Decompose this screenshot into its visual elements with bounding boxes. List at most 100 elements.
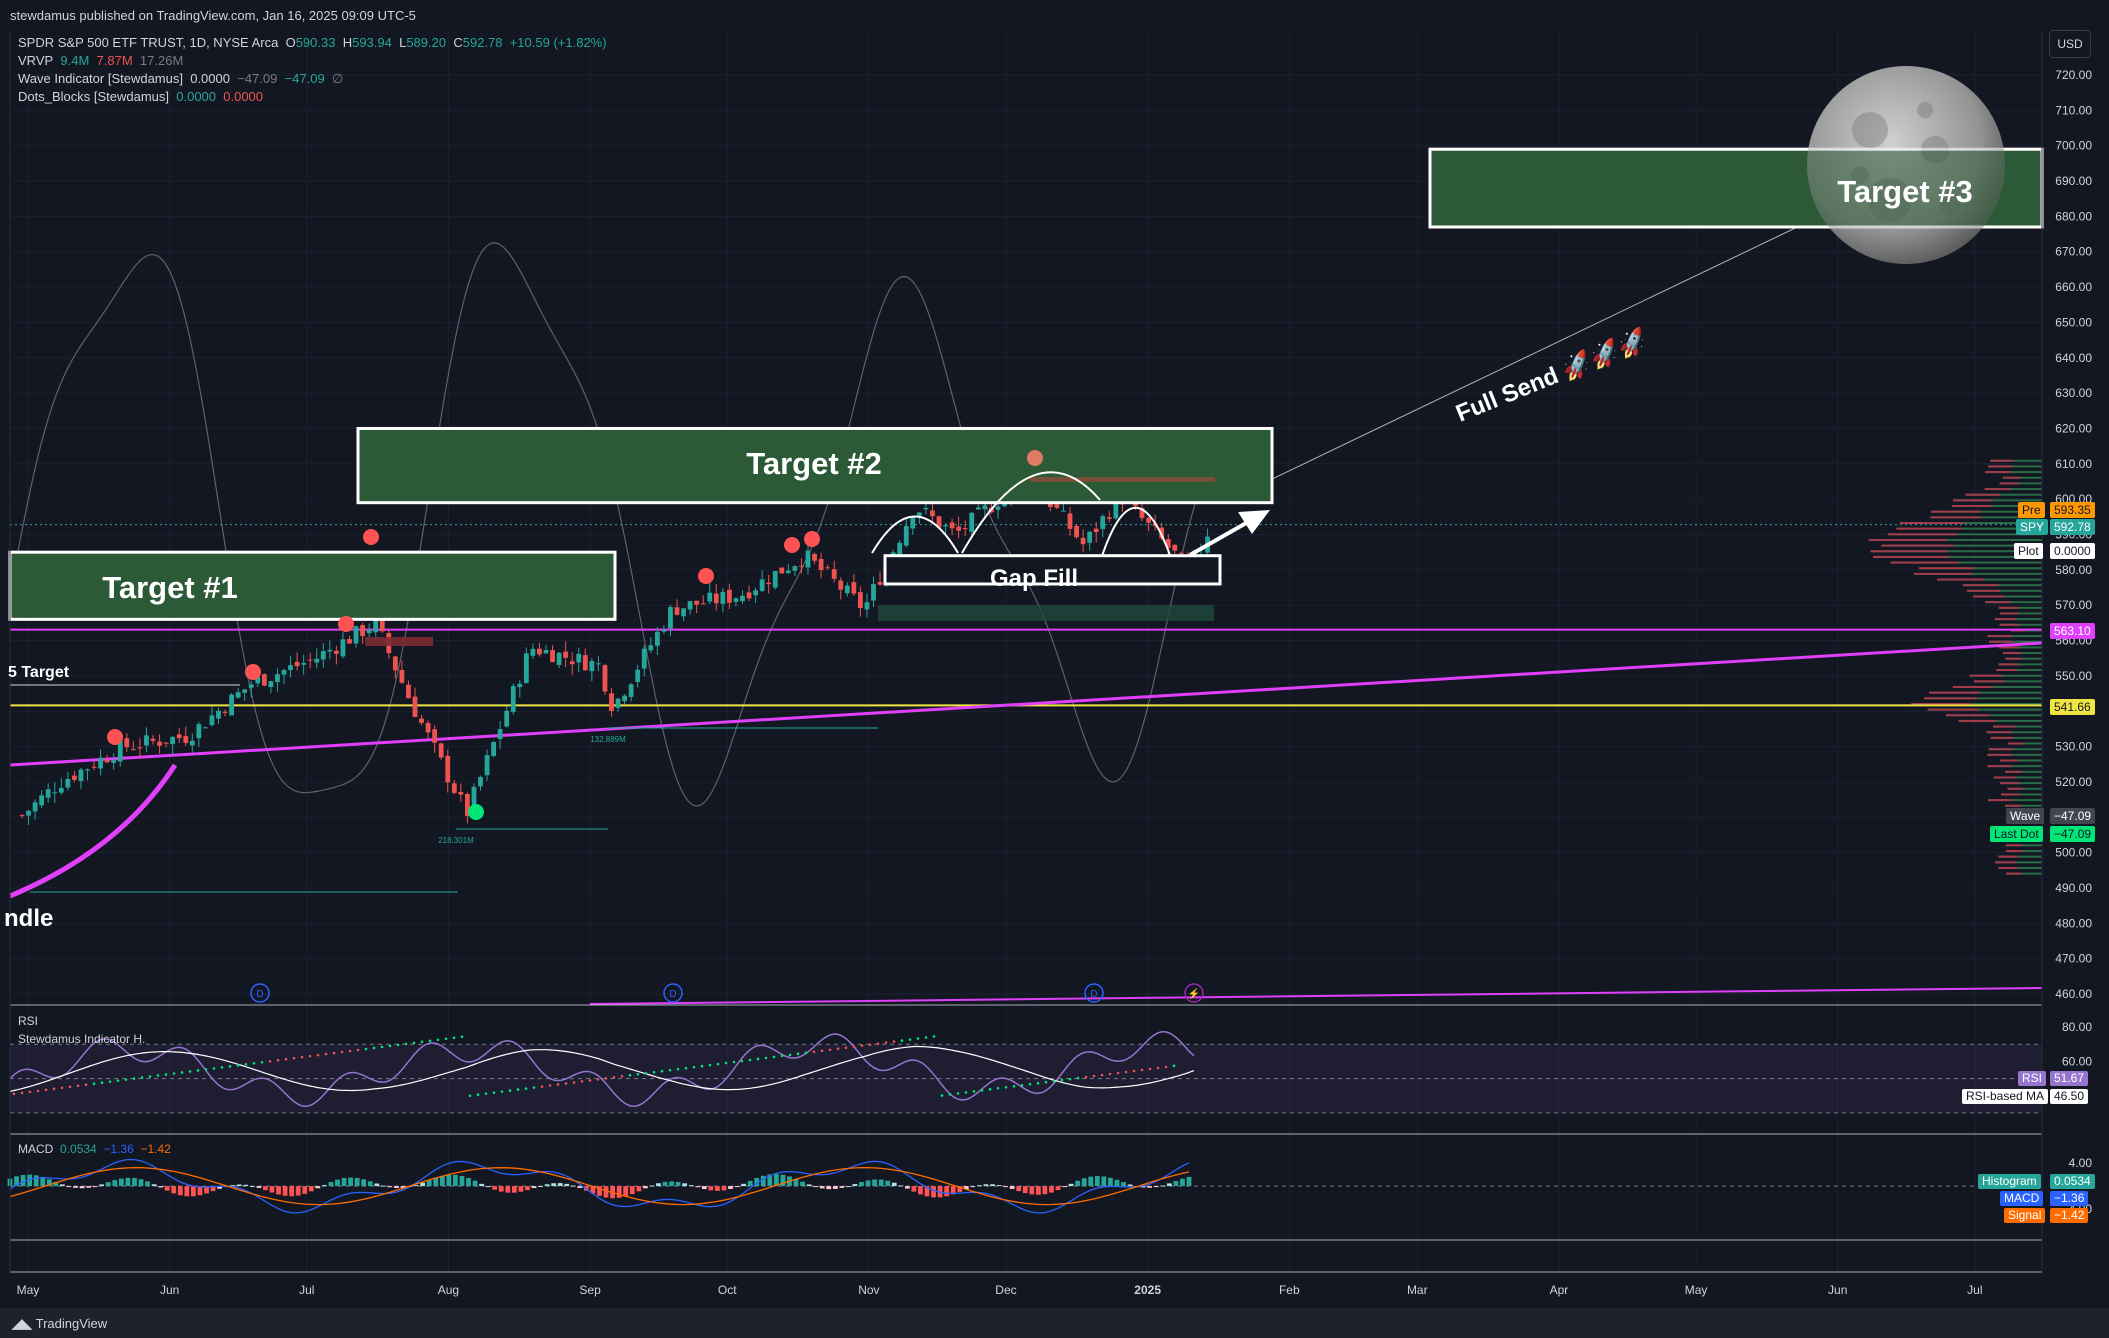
stewdamus-dot <box>372 1046 376 1050</box>
stewdamus-dot <box>316 1053 320 1057</box>
volume-profile-bar-down <box>1945 714 1990 717</box>
y-tick-label: 550.00 <box>2055 669 2092 683</box>
candle-body <box>419 718 424 723</box>
legend-vrvp-row[interactable]: VRVP 9.4M 7.87M 17.26M <box>18 53 184 68</box>
macd-histogram-bar <box>151 1184 157 1187</box>
stewdamus-dot <box>124 1078 128 1081</box>
candle-body <box>779 567 785 574</box>
volume-profile-bar-up <box>1989 640 2042 643</box>
macd-histogram-bar <box>27 1174 33 1187</box>
stewdamus-dot <box>644 1071 648 1075</box>
high-value: 593.94 <box>352 35 392 50</box>
y-tick-label: 640.00 <box>2055 351 2092 365</box>
rsi-subtitle[interactable]: Stewdamus Indicator H. <box>18 1032 146 1046</box>
macd-histogram-bar <box>1173 1180 1179 1187</box>
volume-profile-bar-up <box>2005 872 2042 875</box>
stewdamus-dot <box>820 1049 824 1053</box>
candle-body <box>189 740 195 746</box>
volume-profile-bar-up <box>1962 584 2042 587</box>
volume-profile-bar-down <box>1993 776 2016 779</box>
macd-histogram-bar <box>832 1186 838 1189</box>
macd-histogram-bar <box>459 1175 465 1187</box>
volume-profile-bar-up <box>1937 578 2042 581</box>
stewdamus-dot <box>84 1083 88 1087</box>
volume-profile-bar-down <box>1937 578 1985 581</box>
parabolic-curve <box>9 763 178 899</box>
macd-title[interactable]: MACD 0.0534 −1.36 −1.42 <box>18 1142 171 1156</box>
macd-histogram-bar <box>577 1186 583 1188</box>
macd-histogram-bar <box>1035 1186 1041 1195</box>
volume-profile-bar-down <box>1996 669 2017 672</box>
y-tick-label: 480.00 <box>2055 916 2092 930</box>
stewdamus-dot <box>380 1045 384 1049</box>
stewdamus-dot <box>756 1057 760 1061</box>
volume-profile-bar-down <box>1919 567 1975 570</box>
macd-histogram-bar <box>1114 1179 1120 1187</box>
volume-profile-bar-down <box>1986 731 2012 734</box>
macd-histogram-bar <box>236 1184 242 1187</box>
footer-bar <box>0 1308 2109 1338</box>
candle-body <box>930 510 935 517</box>
stewdamus-dot <box>236 1064 240 1067</box>
candle-body <box>799 565 804 567</box>
macd-histogram-bar <box>754 1177 760 1187</box>
rsi-title[interactable]: RSI <box>18 1014 39 1028</box>
stewdamus-dot <box>340 1050 344 1054</box>
volume-profile-bar-up <box>1873 555 2042 558</box>
macd-histogram-bar <box>708 1186 714 1191</box>
macd-histogram-bar <box>125 1177 131 1187</box>
rsi-panel <box>9 1030 2042 1114</box>
rising-trend-line <box>9 641 2043 767</box>
candle-body <box>903 526 909 546</box>
candle-body <box>733 598 739 602</box>
legend-wave-row[interactable]: Wave Indicator [Stewdamus] 0.0000 −47.09… <box>18 71 344 86</box>
candle-body <box>268 681 274 688</box>
candle-body <box>360 625 365 637</box>
stewdamus-dot <box>948 1093 952 1096</box>
candle-body <box>995 506 1001 510</box>
volume-profile-bar-up <box>1896 527 2042 530</box>
currency-button[interactable]: USD <box>2049 30 2091 58</box>
candle-body <box>72 775 77 780</box>
volume-profile-bar-down <box>1973 595 2005 598</box>
legend-dots-row[interactable]: Dots_Blocks [Stewdamus] 0.0000 0.0000 <box>18 89 264 104</box>
macd-histogram-bar <box>1062 1186 1067 1188</box>
volume-profile-bar-up <box>1919 567 2042 570</box>
stewdamus-dot <box>76 1084 80 1088</box>
candle-body <box>301 662 307 665</box>
stewdamus-dot <box>1092 1074 1096 1078</box>
volume-profile-bar-up <box>1951 505 2042 508</box>
macd-panel <box>7 1158 2042 1214</box>
rsi-tick: 80.00 <box>2062 1020 2092 1034</box>
macd-histogram-bar <box>118 1178 124 1187</box>
stewdamus-dot <box>1156 1066 1160 1070</box>
macd-histogram-bar <box>66 1186 72 1188</box>
y-tick-label: 580.00 <box>2055 563 2092 577</box>
stewdamus-dot <box>572 1081 576 1084</box>
stewdamus-dot <box>1068 1077 1072 1081</box>
volume-label-2: 218.301M <box>438 836 474 845</box>
macd-histogram-bar <box>990 1184 995 1187</box>
candle-body <box>314 658 320 663</box>
candle-body <box>196 724 202 739</box>
macd-histogram-bar <box>715 1186 720 1191</box>
candle-body <box>687 601 693 610</box>
volume-profile-bar-up <box>1930 516 2042 519</box>
candle-body <box>334 650 339 654</box>
volume-profile-bar-up <box>1958 719 2042 722</box>
dividend-marker-letter: D <box>256 989 263 1000</box>
dividend-marker-icon <box>250 983 270 1003</box>
stewdamus-dot <box>1148 1067 1152 1071</box>
y-tick-label: 670.00 <box>2055 245 2092 259</box>
stewdamus-dot <box>684 1066 688 1070</box>
volume-profile-bar-down <box>1868 538 1947 541</box>
stewdamus-dot <box>780 1054 784 1058</box>
candle-body <box>818 558 824 571</box>
tradingview-brand[interactable]: ◢◣ TradingView <box>12 1316 108 1331</box>
stewdamus-dot <box>924 1036 928 1039</box>
candle-body <box>969 512 975 533</box>
histogram-tag: Histogram <box>1978 1174 2041 1189</box>
full-send-trend-line <box>1269 219 1813 481</box>
volume-profile-bar-down <box>1998 855 2019 858</box>
